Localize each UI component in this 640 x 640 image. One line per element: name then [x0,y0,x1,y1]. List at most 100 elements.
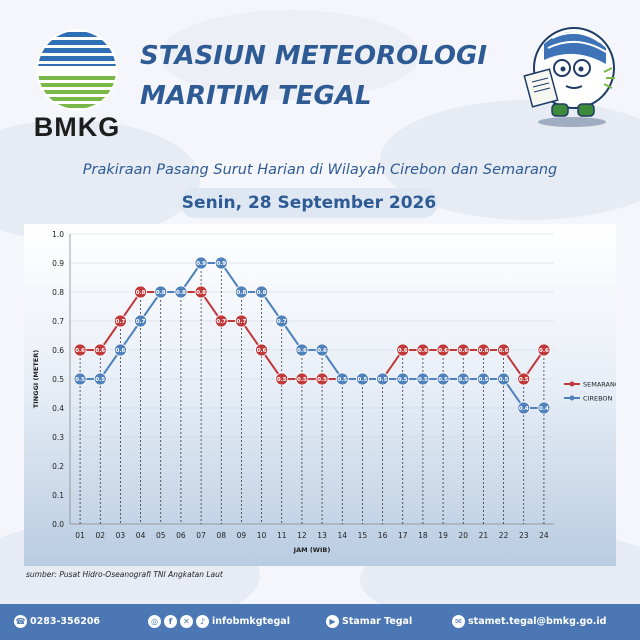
series-line-semarang [80,291,545,381]
data-label-cirebon: 0.6 [116,348,126,354]
data-label-cirebon: 0.6 [317,348,327,354]
data-source: sumber: Pusat Hidro-Oseanografi TNI Angk… [26,570,223,579]
x-tick-label: 23 [519,531,529,540]
data-point-semarang [114,314,127,328]
data-label-cirebon: 0.5 [479,377,489,383]
x-tick-label: 19 [438,531,448,540]
y-axis-title: TINGGI (METER) [32,350,40,408]
x-tick-label: 11 [277,531,287,540]
email-icon: ✉ [452,615,465,628]
x-tick-label: 17 [398,531,408,540]
footer-youtube[interactable]: ▶ Stamar Tegal [326,604,412,640]
y-tick-label: 0.2 [52,462,64,471]
data-point-semarang [517,372,531,386]
chart-subtitle: Prakiraan Pasang Surut Harian di Wilayah… [82,162,558,178]
x-tick-label: 13 [317,531,327,540]
forecast-date: Senin, 28 September 2026 [180,188,438,218]
x-tick-label: 24 [539,531,549,540]
data-point-cirebon [456,372,470,386]
data-point-semarang [134,285,147,299]
bmkg-logo-text: BMKG [33,112,121,142]
x-tick-label: 05 [156,531,166,540]
footer-email-text: stamet.tegal@bmkg.go.id [468,616,607,627]
data-label-cirebon: 0.8 [176,290,186,296]
y-tick-label: 0.9 [52,259,64,268]
data-point-cirebon [235,285,248,299]
y-tick-label: 0.6 [52,346,64,355]
data-point-semarang [214,314,228,328]
data-point-semarang [295,372,309,386]
data-label-semarang: 0.5 [297,377,307,383]
data-point-cirebon [154,285,168,299]
data-point-cirebon [497,372,510,386]
x-tick-label: 15 [358,531,368,540]
x-tick-label: 16 [378,531,388,540]
data-point-cirebon [396,372,410,386]
data-label-cirebon: 0.5 [95,377,105,383]
data-label-semarang: 0.8 [136,290,146,296]
station-title-line1: STASIUN METEOROLOGI [140,41,488,71]
y-tick-label: 0.3 [52,433,64,442]
data-label-semarang: 0.6 [257,348,267,354]
footer-social[interactable]: ◎ f ✕ ♪ infobmkgtegal [148,604,290,640]
data-point-cirebon [214,256,228,270]
data-point-cirebon [335,372,349,386]
data-point-semarang [315,372,329,386]
data-label-semarang: 0.5 [519,377,529,383]
data-point-cirebon [356,372,369,386]
x-tick-label: 01 [75,531,85,540]
x-tick-label: 14 [337,531,347,540]
data-label-cirebon: 0.5 [438,377,448,383]
x-tick-label: 20 [458,531,468,540]
data-label-cirebon: 0.8 [156,290,166,296]
data-label-cirebon: 0.8 [257,290,267,296]
y-tick-label: 0.8 [52,288,64,297]
data-point-semarang [255,343,268,357]
footer-bar: ☎ 0283-356206 ◎ f ✕ ♪ infobmkgtegal ▶ Stamar T… [0,604,640,640]
data-point-semarang [396,343,410,357]
tiktok-icon: ♪ [196,615,209,628]
data-label-cirebon: 0.5 [398,377,408,383]
footer-phone[interactable]: ☎ 0283-356206 [14,604,100,640]
data-label-semarang: 0.6 [398,348,408,354]
data-point-semarang [235,314,248,328]
station-title: STASIUN METEOROLOGI MARITIM TEGAL [140,36,487,116]
data-label-cirebon: 0.5 [358,377,368,383]
data-label-semarang: 0.7 [216,319,226,325]
data-label-semarang: 0.7 [116,319,126,325]
footer-youtube-text: Stamar Tegal [342,616,413,627]
x-tick-label: 09 [237,531,247,540]
data-label-cirebon: 0.5 [418,377,428,383]
youtube-icon: ▶ [326,615,339,628]
data-label-cirebon: 0.9 [216,261,226,267]
data-point-semarang [436,343,450,357]
data-point-cirebon [194,256,208,270]
footer-social-text: infobmkgtegal [212,616,290,627]
data-point-cirebon [114,343,127,357]
data-point-cirebon [134,314,147,328]
data-point-cirebon [73,372,87,386]
data-point-cirebon [477,372,490,386]
x-tick-label: 12 [297,531,307,540]
data-label-cirebon: 0.8 [237,290,247,296]
data-label-cirebon: 0.7 [277,319,287,325]
y-tick-label: 0.1 [52,491,64,500]
data-label-semarang: 0.8 [196,290,206,296]
phone-icon: ☎ [14,615,27,628]
data-label-cirebon: 0.6 [297,348,307,354]
data-point-cirebon [376,372,389,386]
data-label-semarang: 0.5 [277,377,287,383]
x-tick-label: 10 [257,531,267,540]
y-tick-label: 0.4 [52,404,64,413]
data-point-semarang [477,343,490,357]
data-point-cirebon [517,401,531,415]
bmkg-logo [36,29,118,111]
x-axis-title: JAM (WIB) [293,546,331,554]
data-label-semarang: 0.6 [458,348,468,354]
station-title-line2: MARITIM TEGAL [140,81,372,111]
data-point-cirebon [174,285,188,299]
data-label-cirebon: 0.9 [196,261,206,267]
footer-email[interactable]: ✉ stamet.tegal@bmkg.go.id [452,604,606,640]
data-point-cirebon [436,372,450,386]
data-label-semarang: 0.6 [499,348,509,354]
